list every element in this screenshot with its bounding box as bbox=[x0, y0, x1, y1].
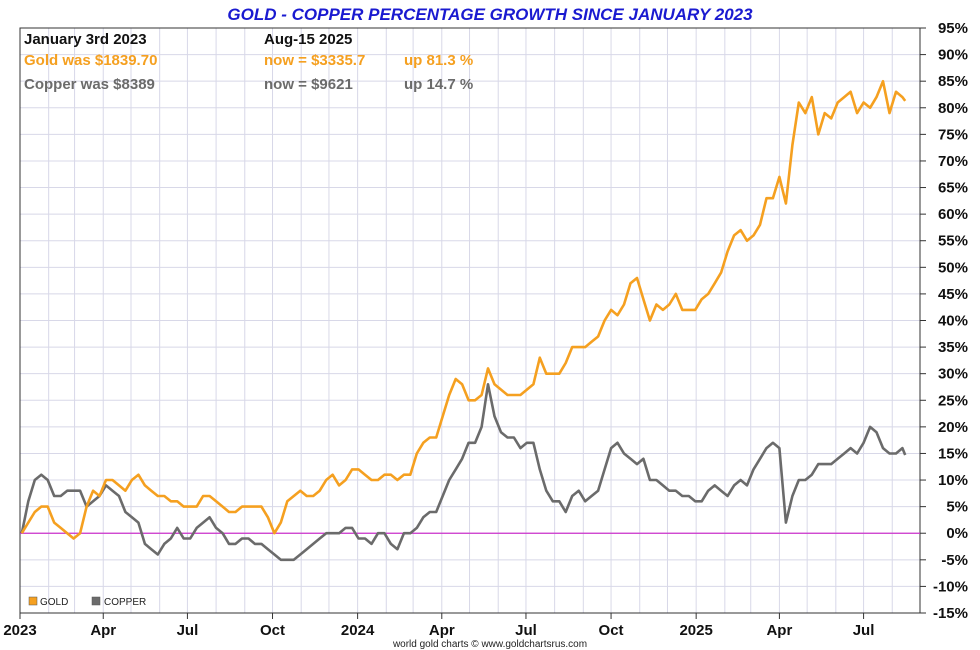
legend-copper-label: COPPER bbox=[104, 597, 146, 608]
y-tick-label: -5% bbox=[941, 552, 968, 569]
y-tick-label: 70% bbox=[938, 153, 968, 170]
y-tick-label: 75% bbox=[938, 126, 968, 143]
chart-title: GOLD - COPPER PERCENTAGE GROWTH SINCE JA… bbox=[227, 5, 753, 24]
grid bbox=[19, 27, 920, 614]
y-tick-label: 5% bbox=[946, 499, 968, 516]
y-tick-label: 50% bbox=[938, 259, 968, 276]
end-date-label: Aug-15 2025 bbox=[264, 31, 352, 48]
y-tick-label: 10% bbox=[938, 472, 968, 489]
footer-credit: world gold charts © www.goldchartsrus.co… bbox=[392, 639, 587, 650]
y-tick-label: 55% bbox=[938, 233, 968, 250]
copper-now-label: now = $9621 bbox=[264, 76, 353, 93]
series-line-copper bbox=[20, 383, 907, 562]
y-tick-label: 40% bbox=[938, 313, 968, 330]
copper-up-label: up 14.7 % bbox=[404, 76, 473, 93]
y-tick-label: 90% bbox=[938, 47, 968, 64]
y-tick-label: 35% bbox=[938, 339, 968, 356]
y-tick-label: -10% bbox=[933, 578, 968, 595]
y-tick-label: 65% bbox=[938, 180, 968, 197]
x-tick-label: 2024 bbox=[341, 622, 375, 639]
gold-was-label: Gold was $1839.70 bbox=[24, 52, 157, 69]
x-tick-label: Apr bbox=[766, 622, 792, 639]
y-tick-label: 60% bbox=[938, 206, 968, 223]
x-tick-label: 2025 bbox=[679, 622, 712, 639]
y-tick-label: 85% bbox=[938, 73, 968, 90]
series-line-gold bbox=[20, 79, 907, 540]
legend-gold-label: GOLD bbox=[40, 597, 68, 608]
start-date-label: January 3rd 2023 bbox=[24, 31, 147, 48]
x-tick-label: Jul bbox=[177, 622, 199, 639]
y-tick-label: 95% bbox=[938, 20, 968, 37]
x-tick-label: Oct bbox=[260, 622, 285, 639]
x-tick-label: Jul bbox=[853, 622, 875, 639]
y-tick-label: 0% bbox=[946, 525, 968, 542]
x-tick-label: Apr bbox=[90, 622, 116, 639]
y-tick-label: 20% bbox=[938, 419, 968, 436]
legend: GOLD COPPER bbox=[28, 596, 146, 608]
gold-up-label: up 81.3 % bbox=[404, 52, 473, 69]
gold-now-label: now = $3335.7 bbox=[264, 52, 365, 69]
x-tick-label: 2023 bbox=[3, 622, 36, 639]
y-tick-label: 15% bbox=[938, 445, 968, 462]
x-tick-label: Apr bbox=[429, 622, 455, 639]
y-tick-label: 25% bbox=[938, 392, 968, 409]
legend-copper-swatch bbox=[91, 596, 101, 606]
y-tick-label: 45% bbox=[938, 286, 968, 303]
legend-gold-swatch bbox=[28, 596, 38, 606]
series-layer bbox=[20, 79, 907, 562]
y-tick-label: 30% bbox=[938, 366, 968, 383]
y-tick-label: 80% bbox=[938, 100, 968, 117]
x-tick-label: Jul bbox=[515, 622, 537, 639]
y-axis: 95% 90% 85% 80% 75% 70% 65% 60% 55% 50% 45% 40% 35% 3… bbox=[920, 20, 968, 622]
x-axis: 2023 Apr Jul Oct 2024 Apr Jul Oct 2025 Apr Jul bbox=[3, 613, 874, 639]
copper-was-label: Copper was $8389 bbox=[24, 76, 155, 93]
y-tick-label: -15% bbox=[933, 605, 968, 622]
x-tick-label: Oct bbox=[599, 622, 624, 639]
